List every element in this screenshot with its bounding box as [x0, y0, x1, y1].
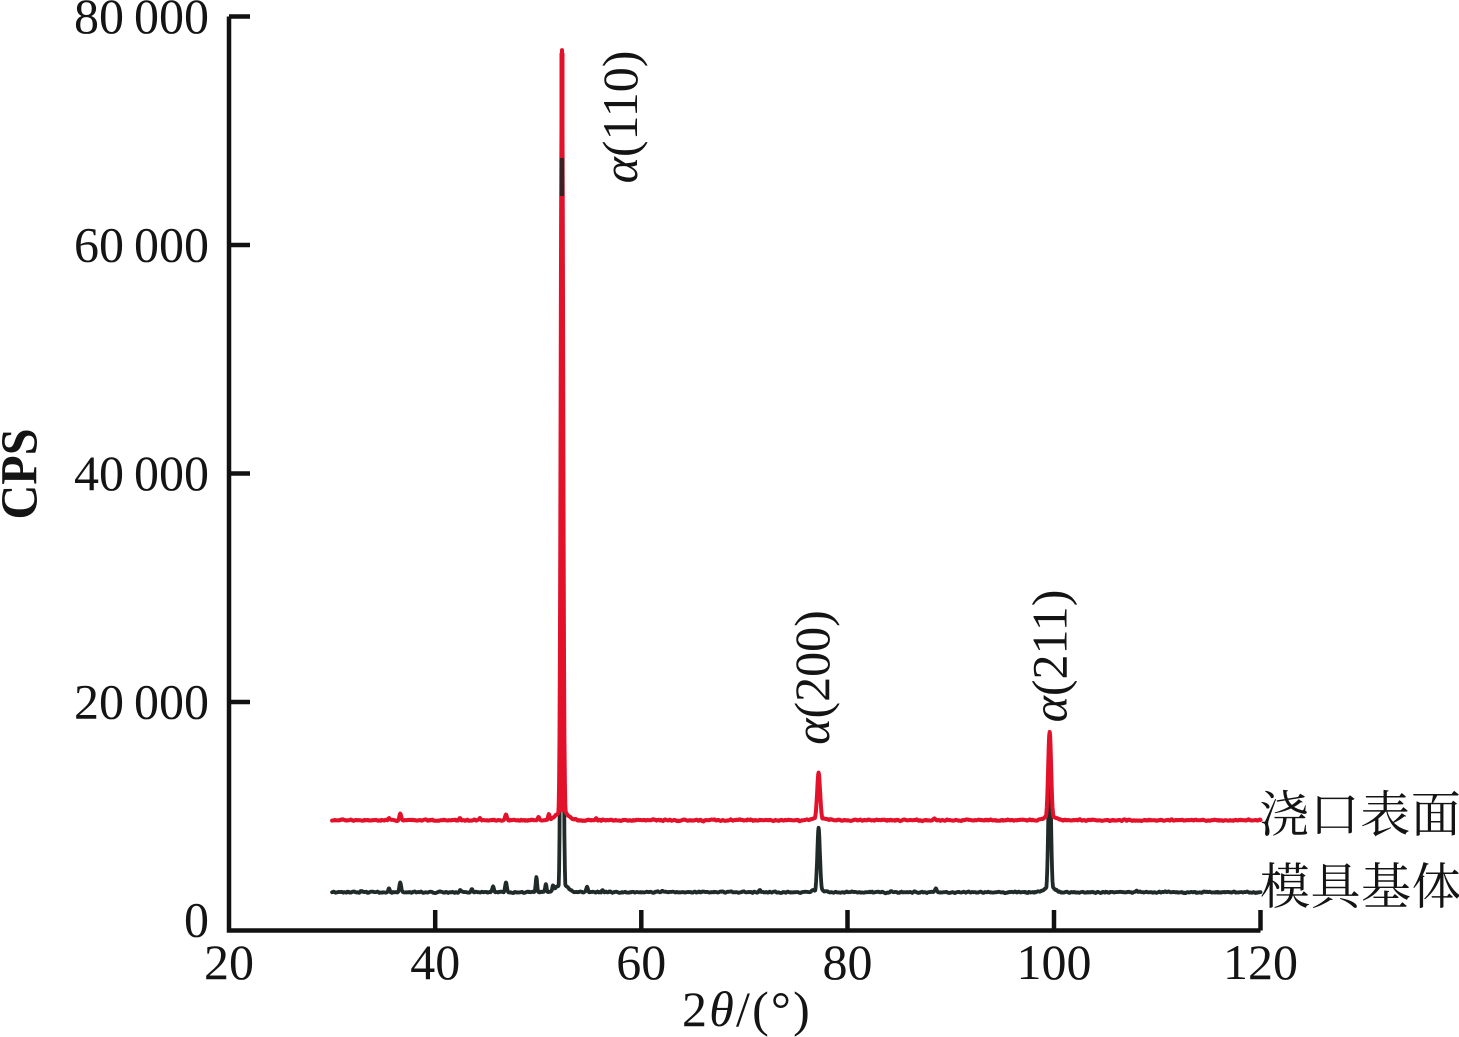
svg-text:80: 80: [823, 934, 873, 990]
svg-text:20: 20: [204, 934, 254, 990]
svg-text:0: 0: [184, 892, 209, 948]
svg-text:α(110): α(110): [592, 51, 648, 184]
svg-text:CPS: CPS: [0, 429, 49, 520]
svg-text:2θ/(°): 2θ/(°): [682, 981, 812, 1037]
svg-text:80 000: 80 000: [74, 0, 209, 44]
svg-text:60: 60: [616, 934, 666, 990]
svg-text:40 000: 40 000: [74, 445, 209, 501]
svg-text:20 000: 20 000: [74, 674, 209, 730]
svg-text:100: 100: [1017, 934, 1092, 990]
svg-text:40: 40: [410, 934, 460, 990]
svg-text:120: 120: [1223, 934, 1298, 990]
svg-text:60 000: 60 000: [74, 217, 209, 273]
svg-text:α(211): α(211): [1022, 590, 1078, 723]
svg-text:α(200): α(200): [784, 610, 840, 745]
